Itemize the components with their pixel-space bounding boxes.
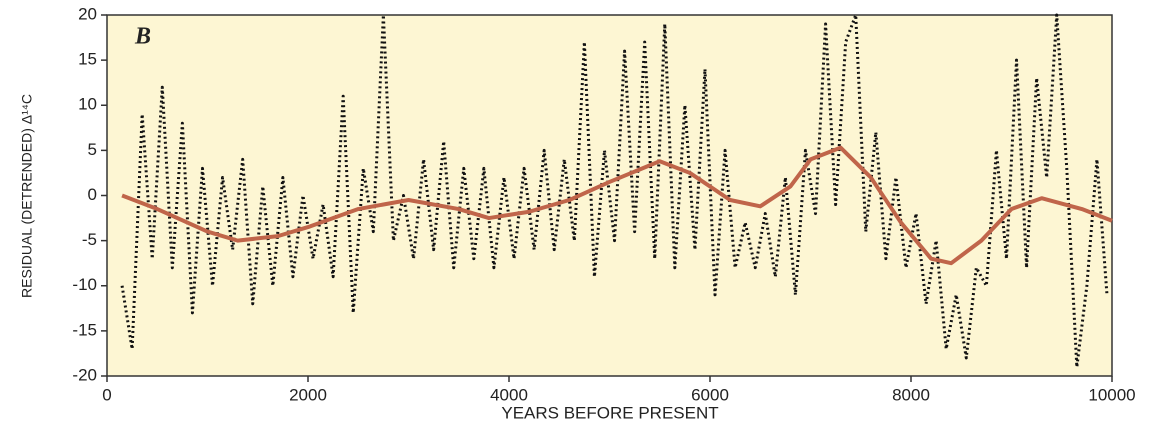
y-tick-label: -15 bbox=[72, 320, 97, 339]
y-tick-label: 15 bbox=[78, 50, 97, 69]
x-tick-label: 4000 bbox=[490, 385, 528, 404]
y-tick-label: 0 bbox=[88, 185, 97, 204]
panel-label: B bbox=[134, 24, 151, 50]
y-tick-label: -5 bbox=[82, 230, 97, 249]
y-tick-label: 20 bbox=[78, 4, 97, 23]
y-tick-label: 10 bbox=[78, 95, 97, 114]
x-tick-label: 8000 bbox=[892, 385, 930, 404]
x-tick-label: 6000 bbox=[691, 385, 729, 404]
y-tick-label: 5 bbox=[88, 140, 97, 159]
x-tick-label: 0 bbox=[102, 385, 111, 404]
y-tick-label: -20 bbox=[72, 365, 97, 384]
x-tick-label: 2000 bbox=[289, 385, 327, 404]
x-tick-label: 10000 bbox=[1088, 385, 1135, 404]
x-axis-label: YEARS BEFORE PRESENT bbox=[501, 403, 718, 422]
dotted-series-line bbox=[120, 13, 1109, 369]
y-axis-label: RESIDUAL (DETRENDED) Δ¹⁴C bbox=[19, 94, 35, 298]
y-tick-label: -10 bbox=[72, 275, 97, 294]
smooth-series-line bbox=[121, 145, 1113, 266]
